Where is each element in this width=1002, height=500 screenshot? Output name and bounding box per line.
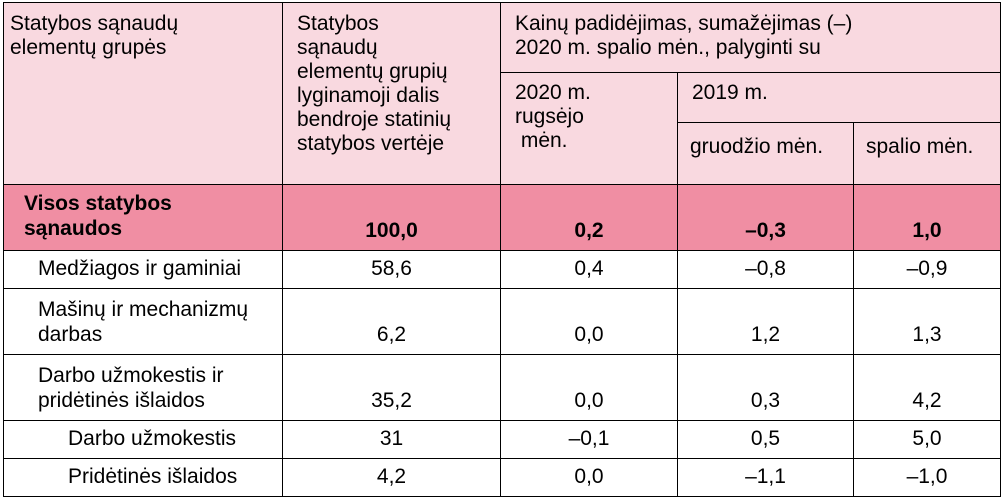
- cell-dec2019: 0,3: [677, 354, 854, 421]
- cell-share: 35,2: [282, 354, 501, 421]
- row-label-line2: darbas: [38, 323, 103, 346]
- cell-sep2020: 0,0: [500, 288, 678, 355]
- cell-dec2019: 0,5: [677, 420, 854, 459]
- header-element-groups-line1: Statybos sąnaudų: [10, 12, 179, 35]
- cell-share: 6,2: [282, 288, 501, 355]
- header-price-change-line2: 2020 m. spalio mėn., palyginti su: [515, 36, 821, 59]
- cell-oct2019: 4,2: [852, 354, 1002, 421]
- row-label: Darbo užmokestis: [3, 420, 283, 459]
- cell-dec2019: –0,8: [677, 250, 854, 289]
- header-share-line4: lyginamoji dalis: [297, 84, 440, 107]
- table-row: Darbo užmokestis 31 –0,1 0,5 5,0: [3, 420, 1002, 459]
- header-2020-september: 2020 m. rugsėjo mėn.: [500, 72, 678, 185]
- row-label: Pridėtinės išlaidos: [3, 458, 283, 497]
- cell-oct2019: –0,9: [852, 250, 1002, 289]
- header-share-line2: sąnaudų: [297, 36, 378, 59]
- header-december-label: gruodžio mėn.: [690, 135, 824, 158]
- cell-oct2019: 5,0: [852, 420, 1002, 459]
- header-2019-label: 2019 m.: [692, 81, 768, 104]
- header-share-line5: bendroje statinių: [297, 108, 452, 131]
- header-share-line6: statybos vertėje: [297, 132, 445, 155]
- cell-sep2020: 0,4: [500, 250, 678, 289]
- cell-share: 4,2: [282, 458, 501, 497]
- row-label: Visos statybos sąnaudos: [3, 184, 283, 251]
- cell-sep2020: –0,1: [500, 420, 678, 459]
- row-label-line1: Medžiagos ir gaminiai: [38, 257, 242, 280]
- row-label-line1: Mašinų ir mechanizmų: [38, 298, 249, 321]
- table-row-total: Visos statybos sąnaudos 100,0 0,2 –0,3 1…: [3, 184, 1002, 251]
- header-2020-september-line3: mėn.: [515, 129, 568, 152]
- cell-share: 58,6: [282, 250, 501, 289]
- header-element-groups-line2: elementų grupės: [10, 36, 167, 59]
- table-row: Pridėtinės išlaidos 4,2 0,0 –1,1 –1,0: [3, 458, 1002, 497]
- total-label-line2: sąnaudos: [24, 217, 123, 240]
- cell-share: 100,0: [282, 184, 501, 251]
- cell-dec2019: –0,3: [677, 184, 854, 251]
- cell-dec2019: 1,2: [677, 288, 854, 355]
- header-2020-september-line2: rugsėjo: [515, 105, 584, 128]
- header-price-change: Kainų padidėjimas, sumažėjimas (–) 2020 …: [499, 2, 1002, 73]
- row-label-line1: Pridėtinės išlaidos: [68, 465, 238, 488]
- cell-sep2020: 0,0: [500, 458, 678, 497]
- row-label-line2: pridėtinės išlaidos: [38, 389, 205, 412]
- cell-oct2019: 1,3: [852, 288, 1002, 355]
- header-share-line3: elementų grupių: [297, 60, 448, 83]
- table-row: Mašinų ir mechanizmų darbas 6,2 0,0 1,2 …: [3, 288, 1002, 355]
- header-price-change-line1: Kainų padidėjimas, sumažėjimas (–): [515, 12, 853, 35]
- header-share: Statybos sąnaudų elementų grupių lyginam…: [282, 2, 501, 185]
- total-label-line1: Visos statybos: [24, 192, 172, 215]
- cell-share: 31: [282, 420, 501, 459]
- row-label: Mašinų ir mechanizmų darbas: [3, 288, 283, 355]
- cell-oct2019: 1,0: [852, 184, 1002, 251]
- header-2020-september-line1: 2020 m.: [515, 81, 591, 104]
- header-share-line1: Statybos: [297, 12, 379, 35]
- price-change-table: Statybos sąnaudų elementų grupės Statybo…: [3, 2, 1002, 497]
- cell-sep2020: 0,0: [500, 354, 678, 421]
- cell-dec2019: –1,1: [677, 458, 854, 497]
- row-label-line1: Darbo užmokestis: [68, 427, 237, 450]
- cell-oct2019: –1,0: [852, 458, 1002, 497]
- row-label: Darbo užmokestis ir pridėtinės išlaidos: [3, 354, 283, 421]
- header-element-groups: Statybos sąnaudų elementų grupės: [3, 2, 283, 185]
- header-october: spalio mėn.: [852, 122, 1002, 185]
- header-2019: 2019 m.: [676, 72, 1002, 123]
- cell-sep2020: 0,2: [500, 184, 678, 251]
- header-october-label: spalio mėn.: [866, 135, 974, 158]
- row-label-line1: Darbo užmokestis ir: [38, 364, 224, 387]
- table-row: Darbo užmokestis ir pridėtinės išlaidos …: [3, 354, 1002, 421]
- table-row: Medžiagos ir gaminiai 58,6 0,4 –0,8 –0,9: [3, 250, 1002, 289]
- row-label: Medžiagos ir gaminiai: [3, 250, 283, 289]
- header-december: gruodžio mėn.: [677, 122, 854, 185]
